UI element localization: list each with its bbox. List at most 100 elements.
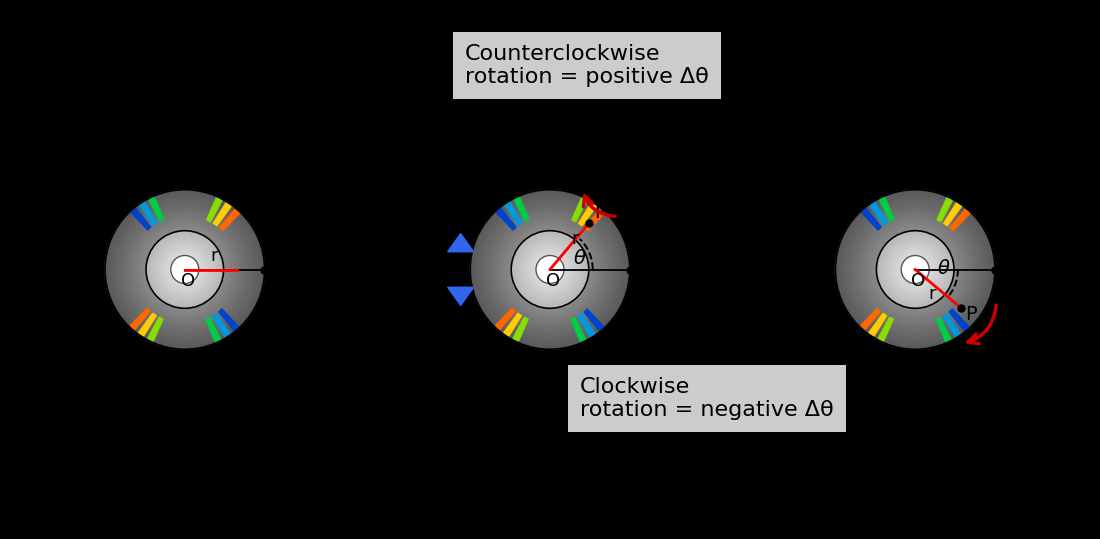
Circle shape — [860, 215, 970, 324]
Circle shape — [139, 223, 231, 316]
Circle shape — [872, 227, 958, 312]
Circle shape — [157, 243, 212, 296]
Circle shape — [537, 256, 563, 283]
Circle shape — [478, 198, 622, 341]
Circle shape — [851, 206, 979, 333]
Circle shape — [507, 227, 593, 312]
Polygon shape — [504, 313, 521, 336]
Circle shape — [530, 250, 570, 289]
Circle shape — [179, 264, 190, 275]
Circle shape — [876, 230, 955, 309]
Polygon shape — [220, 209, 240, 231]
Circle shape — [487, 207, 613, 332]
Circle shape — [107, 191, 263, 348]
Circle shape — [184, 268, 186, 271]
Circle shape — [884, 239, 946, 300]
Circle shape — [903, 258, 927, 281]
Circle shape — [882, 237, 948, 302]
Circle shape — [543, 263, 557, 276]
Circle shape — [134, 219, 235, 320]
Circle shape — [546, 266, 554, 273]
Circle shape — [890, 244, 940, 295]
Circle shape — [529, 248, 571, 291]
Circle shape — [540, 260, 560, 279]
Polygon shape — [879, 197, 894, 222]
Circle shape — [877, 231, 954, 308]
Circle shape — [477, 196, 623, 343]
Circle shape — [173, 258, 197, 281]
Circle shape — [170, 255, 199, 284]
Circle shape — [536, 255, 564, 284]
Circle shape — [154, 239, 216, 300]
Text: O: O — [546, 272, 560, 289]
Text: r: r — [928, 285, 936, 302]
Circle shape — [898, 252, 933, 287]
Circle shape — [516, 235, 584, 304]
Circle shape — [908, 261, 923, 278]
Circle shape — [135, 220, 234, 319]
Text: r: r — [571, 230, 579, 248]
Circle shape — [892, 246, 938, 293]
Circle shape — [513, 232, 587, 307]
Circle shape — [183, 267, 187, 272]
Circle shape — [905, 260, 925, 279]
Circle shape — [880, 234, 950, 305]
Circle shape — [148, 233, 221, 306]
Circle shape — [116, 201, 254, 338]
Circle shape — [473, 192, 627, 347]
Text: $\theta$: $\theta$ — [573, 250, 587, 268]
Circle shape — [902, 256, 928, 283]
Text: $\theta$: $\theta$ — [936, 259, 950, 278]
Circle shape — [170, 255, 199, 284]
Circle shape — [896, 251, 934, 288]
Circle shape — [539, 259, 561, 280]
Polygon shape — [585, 209, 605, 231]
Circle shape — [838, 192, 992, 347]
Circle shape — [536, 255, 564, 284]
Circle shape — [147, 232, 222, 307]
Circle shape — [114, 199, 255, 340]
Circle shape — [167, 252, 202, 287]
Circle shape — [895, 250, 935, 289]
Circle shape — [488, 209, 612, 330]
Circle shape — [870, 224, 960, 315]
Circle shape — [867, 222, 964, 317]
Text: Clockwise
rotation = negative Δθ: Clockwise rotation = negative Δθ — [580, 377, 834, 420]
Circle shape — [911, 266, 920, 273]
Polygon shape — [949, 309, 969, 330]
Circle shape — [183, 267, 187, 272]
Circle shape — [517, 237, 583, 302]
Circle shape — [859, 213, 971, 326]
Circle shape — [869, 223, 961, 316]
Circle shape — [125, 210, 244, 329]
Polygon shape — [448, 233, 474, 252]
Circle shape — [481, 201, 619, 338]
Circle shape — [526, 246, 574, 293]
Circle shape — [112, 196, 257, 343]
Circle shape — [132, 216, 238, 323]
Circle shape — [531, 251, 569, 288]
Circle shape — [122, 207, 248, 332]
Circle shape — [172, 256, 198, 283]
Circle shape — [104, 190, 265, 349]
Polygon shape — [944, 203, 961, 226]
Circle shape — [497, 216, 603, 323]
Circle shape — [892, 247, 938, 292]
Polygon shape — [937, 198, 953, 222]
Circle shape — [909, 263, 922, 276]
Circle shape — [129, 213, 241, 326]
Circle shape — [160, 244, 210, 295]
Circle shape — [494, 213, 606, 326]
Circle shape — [485, 204, 615, 335]
Circle shape — [847, 202, 983, 337]
Circle shape — [889, 243, 942, 296]
Polygon shape — [139, 313, 156, 336]
Circle shape — [900, 254, 931, 285]
Circle shape — [913, 267, 917, 272]
Circle shape — [534, 253, 566, 286]
Circle shape — [888, 241, 943, 298]
Circle shape — [169, 254, 200, 285]
Circle shape — [156, 240, 213, 299]
Circle shape — [509, 229, 591, 310]
Polygon shape — [571, 317, 586, 342]
